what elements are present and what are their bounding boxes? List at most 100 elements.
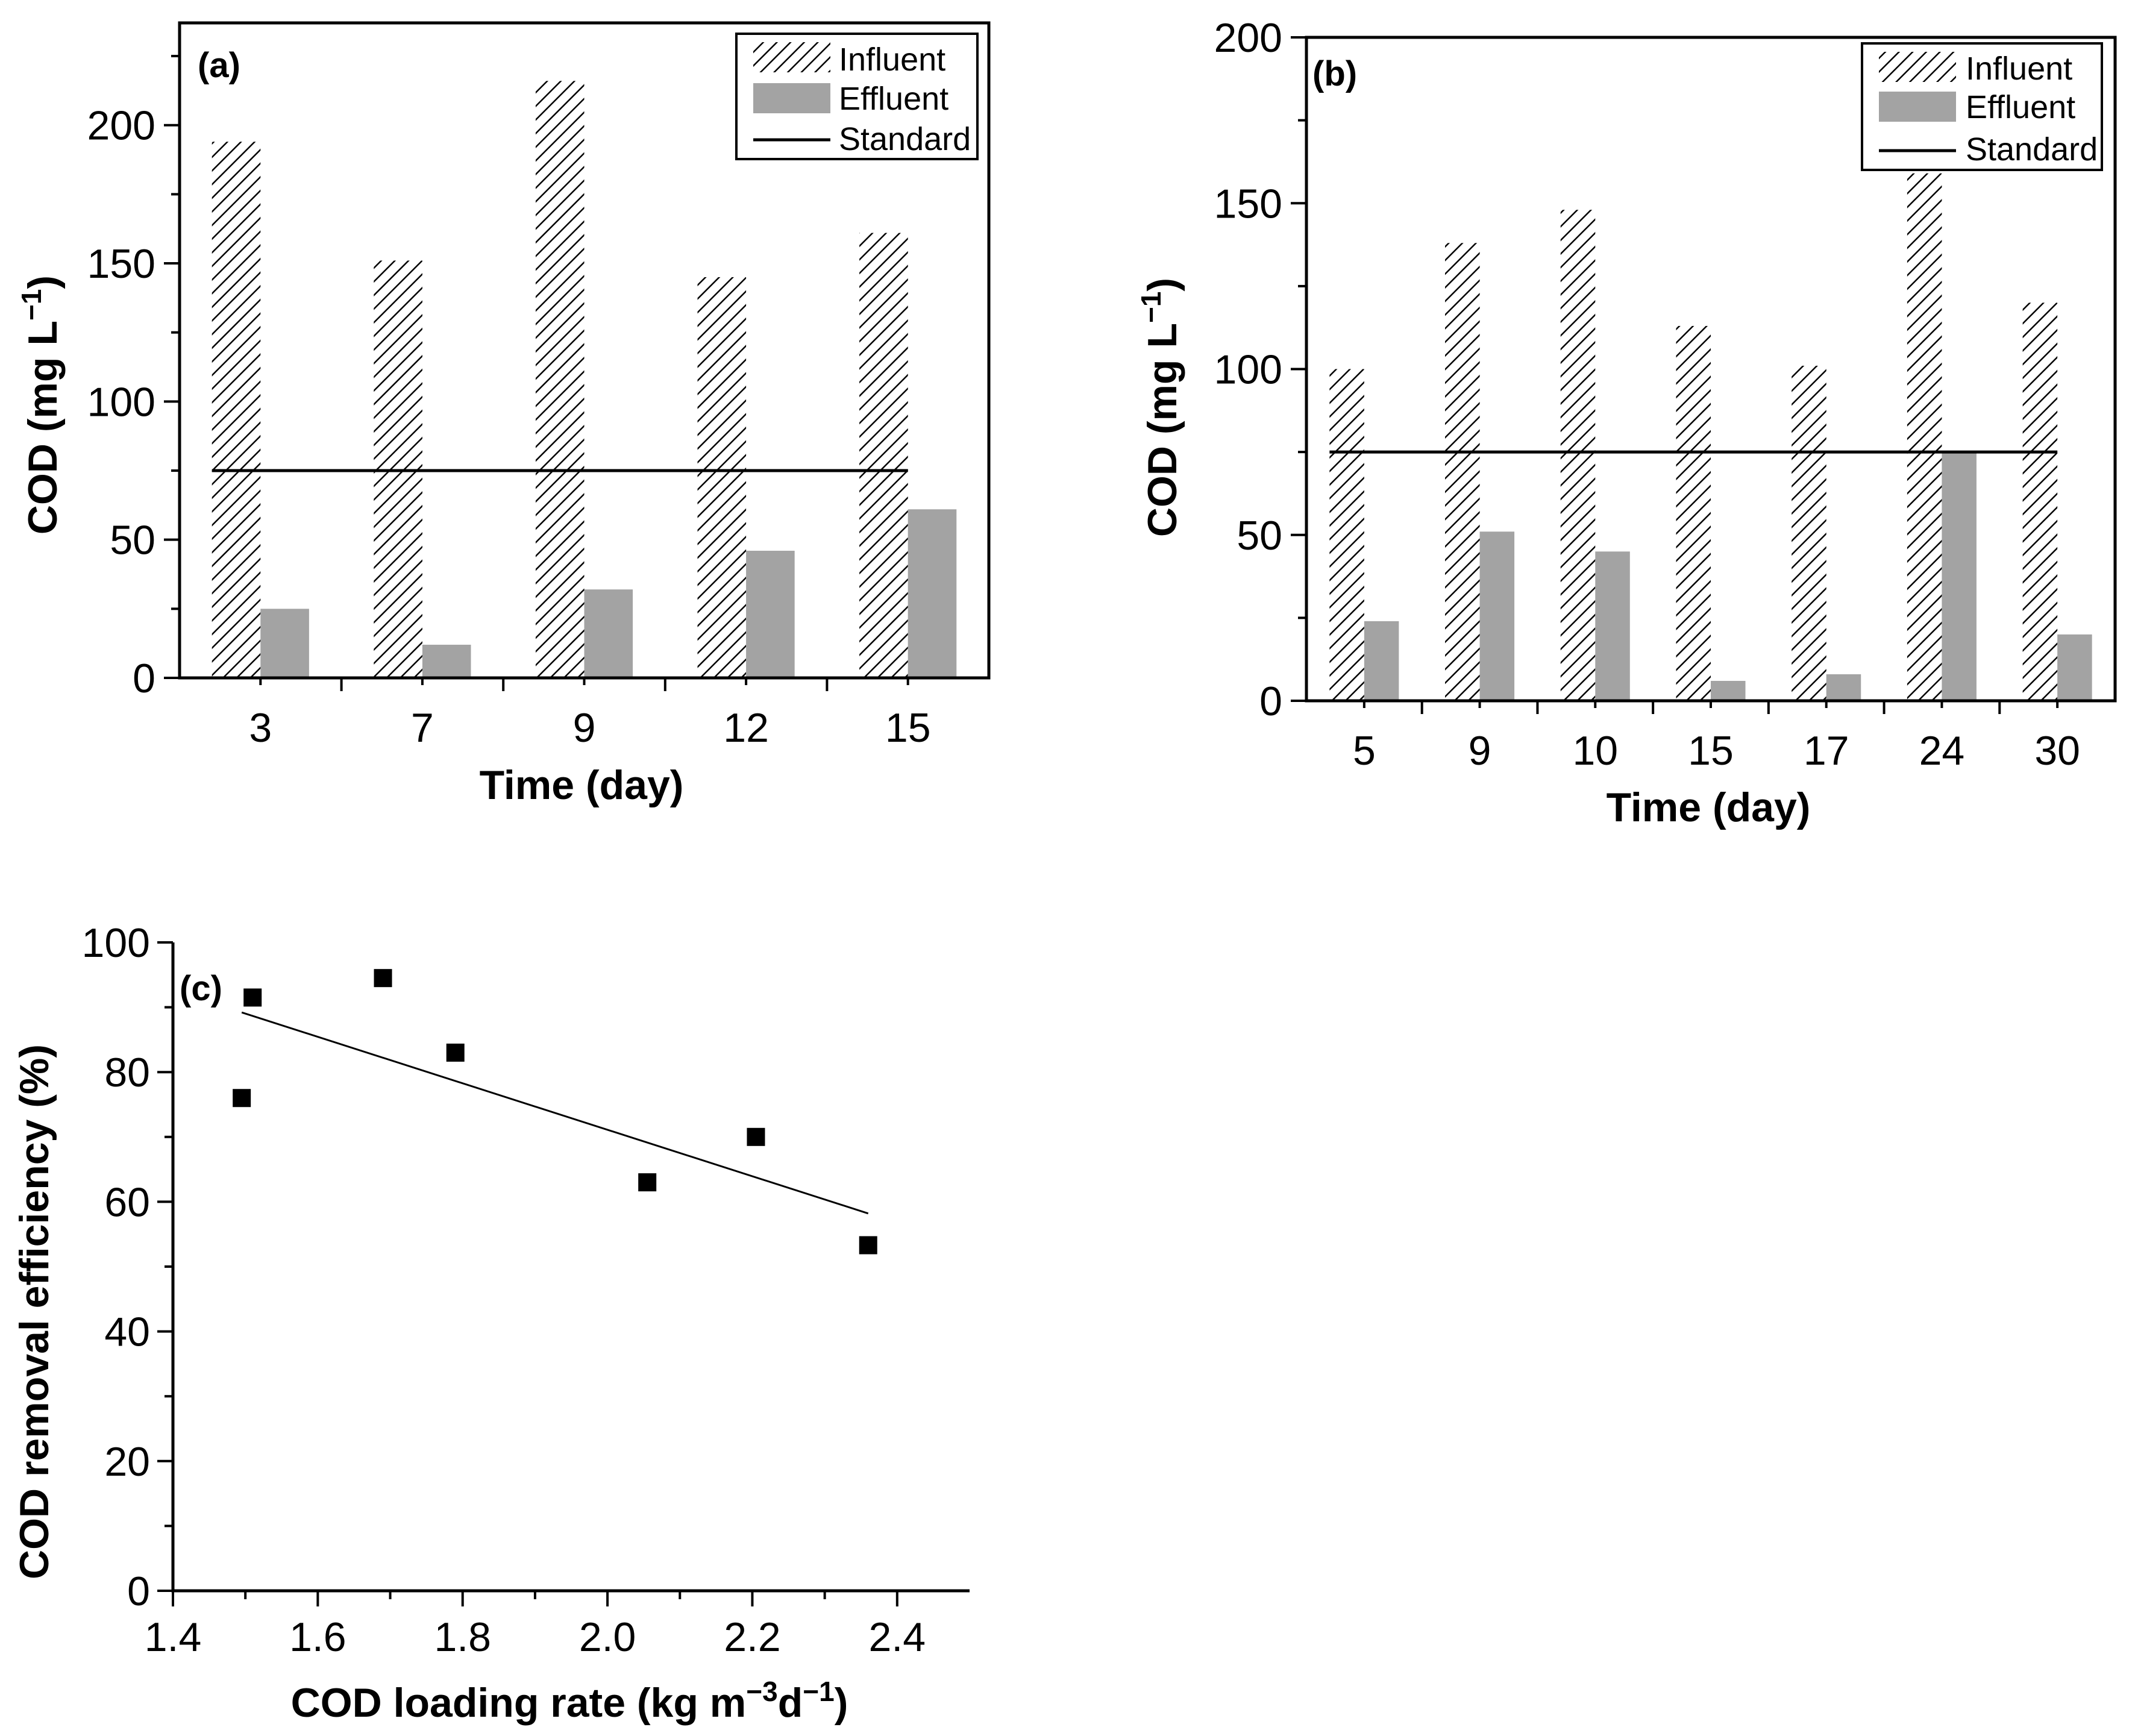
panel-c-y-tick-label: 0 (127, 1568, 150, 1614)
panel-a-legend-effluent-swatch (753, 83, 830, 113)
panel-c-data-point-6 (747, 1127, 765, 1146)
panel-c-x-tick-label: 1.6 (289, 1614, 346, 1660)
panel-a-bar-influent-3 (212, 142, 261, 678)
panel-b-bar-effluent-17 (1826, 674, 1861, 701)
panel-c-x-axis-title: COD loading rate (kg m−3d−1) (291, 1676, 848, 1726)
panel-c-points (233, 969, 877, 1255)
panel-a-x-tick-label: 7 (411, 705, 434, 751)
panel-b-x-axis-title: Time (day) (1607, 785, 1811, 830)
panel-a-y-tick-label: 200 (87, 103, 155, 149)
panel-c-x-title-close: ) (835, 1680, 848, 1726)
panel-a-legend: Influent Effluent Standard (735, 33, 979, 160)
panel-b-legend-standard-label: Standard (1966, 131, 2098, 168)
panel-a-x-axis-title: Time (day) (480, 762, 684, 808)
panel-a-x-tick-label: 12 (723, 705, 769, 751)
panel-a-y-tick-label: 100 (87, 379, 155, 425)
panel-c-x-tick-label: 2.2 (724, 1614, 781, 1660)
panel-c-y-tick-label: 40 (104, 1309, 150, 1355)
panel-c-data-point-3 (374, 969, 392, 988)
panel-a-label: (a) (198, 46, 240, 85)
panel-a-bars (212, 81, 957, 678)
panel-b-bar-effluent-30 (2057, 634, 2092, 701)
panel-c-plot-frame (173, 942, 970, 1591)
panel-a-y-tick-label: 150 (87, 241, 155, 287)
panel-b-y-title-main: COD (mg L (1140, 323, 1185, 537)
panel-b-x-tick-label: 10 (1572, 728, 1618, 774)
panel-c-fit-line (241, 1011, 869, 1215)
panel-c-data-point-7 (859, 1236, 877, 1255)
panel-b-x-tick-label: 17 (1804, 728, 1849, 774)
panel-b-legend-effluent-label: Effluent (1966, 89, 2075, 125)
chart-panel-b: 5 9 10 15 17 24 30 0 50 100 150 200 (b) Influent Ef… (1135, 15, 2117, 830)
panel-b-bar-effluent-9 (1479, 531, 1515, 701)
panel-a-x-tick-label: 15 (885, 705, 931, 751)
panel-a-bar-influent-12 (697, 277, 747, 678)
panel-b-bar-effluent-15 (1711, 680, 1746, 701)
panel-c-y-axis-title: COD removal efficiency (%) (11, 1044, 57, 1579)
panel-c-x-title-main: COD loading rate (kg m (291, 1680, 747, 1726)
panel-a-bar-effluent-3 (260, 609, 309, 678)
panel-a-x-tick-label: 3 (249, 705, 272, 751)
panel-a-legend-influent-label: Influent (839, 42, 945, 78)
panel-b-bar-influent-5 (1329, 369, 1364, 701)
panel-c-data-point-1 (233, 1089, 251, 1108)
panel-b-y-tick-label: 50 (1237, 513, 1282, 559)
panel-b-ticks: 5 9 10 15 17 24 30 0 50 100 150 200 (1214, 15, 2080, 774)
panel-a-y-tick-label: 50 (110, 518, 155, 563)
panel-b-legend-influent-swatch (1879, 52, 1956, 82)
panel-b-y-tick-label: 100 (1214, 347, 1282, 393)
panel-b-x-tick-label: 24 (1919, 728, 1965, 774)
panel-c-x-tick-label: 2.4 (869, 1614, 926, 1660)
panel-b-y-tick-label: 200 (1214, 15, 1282, 61)
panel-c-data-point-4 (446, 1043, 465, 1062)
panel-c-y-tick-label: 100 (82, 920, 150, 966)
panel-b-x-tick-label: 30 (2034, 728, 2080, 774)
panel-a-bar-effluent-9 (584, 589, 633, 678)
panel-b-bar-influent-17 (1792, 365, 1826, 701)
panel-b-legend: Influent Effluent Standard (1861, 42, 2103, 171)
panel-b-bar-influent-24 (1907, 173, 1942, 701)
panel-b-bar-influent-10 (1560, 210, 1596, 701)
panel-a-bar-effluent-15 (908, 509, 957, 678)
panel-c-x-tick-label: 1.4 (145, 1614, 202, 1660)
panel-a-x-tick-label: 9 (573, 705, 596, 751)
panel-a-bar-effluent-12 (746, 551, 795, 678)
panel-c-x-tick-label: 1.8 (434, 1614, 491, 1660)
panel-b-bar-influent-30 (2022, 302, 2058, 701)
panel-b-y-tick-label: 150 (1214, 181, 1282, 227)
panel-a-y-tick-label: 0 (133, 656, 155, 701)
panel-b-bar-effluent-5 (1364, 621, 1399, 701)
panel-b-x-tick-label: 9 (1469, 728, 1491, 774)
panel-a-y-title-close: ) (20, 275, 66, 289)
panel-c-data-point-2 (243, 988, 262, 1007)
panel-b-legend-effluent-swatch (1879, 92, 1956, 122)
panel-b-bars (1329, 173, 2092, 701)
panel-a-bar-influent-15 (859, 233, 908, 678)
panel-c-axes (171, 942, 970, 1593)
panel-a-y-title-sup: −1 (16, 289, 47, 321)
panel-a-y-axis-title: COD (mg L−1) (16, 275, 66, 534)
panel-b-x-tick-label: 5 (1353, 728, 1376, 774)
panel-c-data-point-5 (638, 1173, 657, 1192)
panel-c-x-title-mid: d (778, 1680, 803, 1726)
panel-c-y-tick-label: 60 (104, 1179, 150, 1225)
panel-c-label: (c) (180, 969, 222, 1008)
chart-panel-c: 1.4 1.6 1.8 2.0 2.2 2.4 0 20 40 60 80 100 (c) COD l… (11, 920, 970, 1726)
panel-a-bar-effluent-7 (422, 644, 471, 678)
panel-a-bar-influent-9 (535, 81, 585, 678)
panel-b-y-title-close: ) (1140, 278, 1185, 292)
panel-c-ticks: 1.4 1.6 1.8 2.0 2.2 2.4 0 20 40 60 80 100 (82, 920, 926, 1660)
panel-c-y-tick-label: 20 (104, 1439, 150, 1485)
panel-b-bar-influent-9 (1445, 243, 1480, 701)
panel-b-y-tick-label: 0 (1259, 678, 1282, 724)
panel-c-x-title-sup1: −3 (746, 1676, 777, 1707)
panel-b-y-title-sup: −1 (1135, 292, 1167, 323)
panel-a-legend-influent-swatch (753, 42, 830, 72)
panel-c-y-tick-label: 80 (104, 1050, 150, 1095)
panel-a-y-title-main: COD (mg L (20, 321, 66, 534)
panel-b-bar-effluent-24 (1942, 452, 1977, 701)
panel-c-x-title-sup2: −1 (803, 1676, 834, 1707)
